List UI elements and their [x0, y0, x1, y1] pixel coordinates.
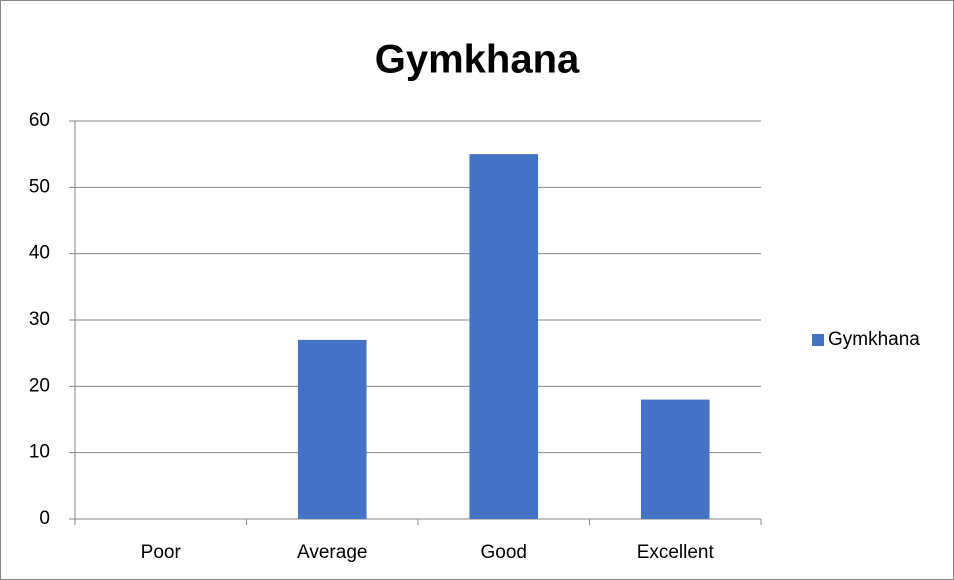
y-tick-label: 0	[39, 508, 50, 529]
y-tick-label: 40	[29, 243, 50, 264]
chart-title: Gymkhana	[375, 38, 580, 82]
y-tick-label: 10	[29, 442, 50, 463]
x-tick-label: Average	[297, 542, 367, 563]
x-tick-label: Excellent	[637, 542, 715, 563]
y-tick-label: 20	[29, 375, 50, 396]
y-tick-label: 50	[29, 176, 50, 197]
legend-swatch	[812, 334, 824, 346]
y-tick-label: 60	[29, 110, 50, 131]
bar	[640, 399, 710, 519]
y-tick-label: 30	[29, 309, 50, 330]
x-tick-label: Good	[481, 542, 527, 563]
legend-label: Gymkhana	[828, 329, 920, 350]
x-tick-label: Poor	[141, 542, 182, 563]
bar	[469, 154, 539, 519]
bar	[297, 339, 367, 519]
